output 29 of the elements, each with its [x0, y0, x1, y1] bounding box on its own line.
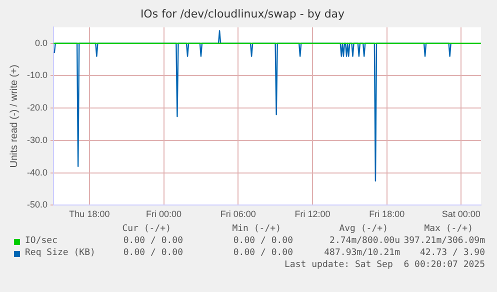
- text: Cur (-/+): [122, 224, 171, 234]
- text: 397.21m/306.09m: [404, 236, 485, 246]
- y-tick-label: -10.0: [27, 70, 48, 80]
- y-tick-label: -40.0: [27, 167, 48, 178]
- y-tick-label: 0.0: [35, 38, 48, 48]
- text: 0.00 / 0.00: [233, 236, 293, 246]
- x-tick-label: Fri 00:00: [146, 209, 182, 220]
- text: Avg (-/+): [339, 224, 388, 234]
- text: 0.00 / 0.00: [233, 248, 293, 258]
- text: 2.74m/800.00u: [330, 236, 400, 246]
- x-tick-label: Sat 00:00: [442, 209, 480, 220]
- legend-label: Req Size (KB): [25, 248, 96, 258]
- text: Last update: Sat Sep 6 00:20:07 2025: [284, 260, 485, 270]
- text: Max (-/+): [424, 224, 473, 234]
- text: 0.00 / 0.00: [123, 248, 183, 258]
- y-tick-label: -50.0: [27, 200, 48, 210]
- chart-title: IOs for /dev/cloudlinux/swap - by day: [140, 7, 346, 20]
- text: 0.00 / 0.00: [123, 236, 183, 246]
- text: 487.93m/10.21m: [324, 248, 400, 258]
- y-axis-title: Units read (-) / write (+): [8, 64, 20, 168]
- y-tick-label: -20.0: [27, 102, 48, 113]
- text: Min (-/+): [232, 224, 281, 234]
- text: 42.73 / 3.90: [420, 248, 485, 258]
- legend-label: IO/sec: [25, 236, 58, 246]
- x-tick-label: Thu 18:00: [69, 209, 110, 220]
- y-tick-label: -30.0: [27, 134, 48, 145]
- x-tick-label: Fri 18:00: [369, 209, 405, 220]
- x-tick-label: Fri 12:00: [294, 209, 330, 220]
- x-tick-label: Fri 06:00: [220, 209, 256, 220]
